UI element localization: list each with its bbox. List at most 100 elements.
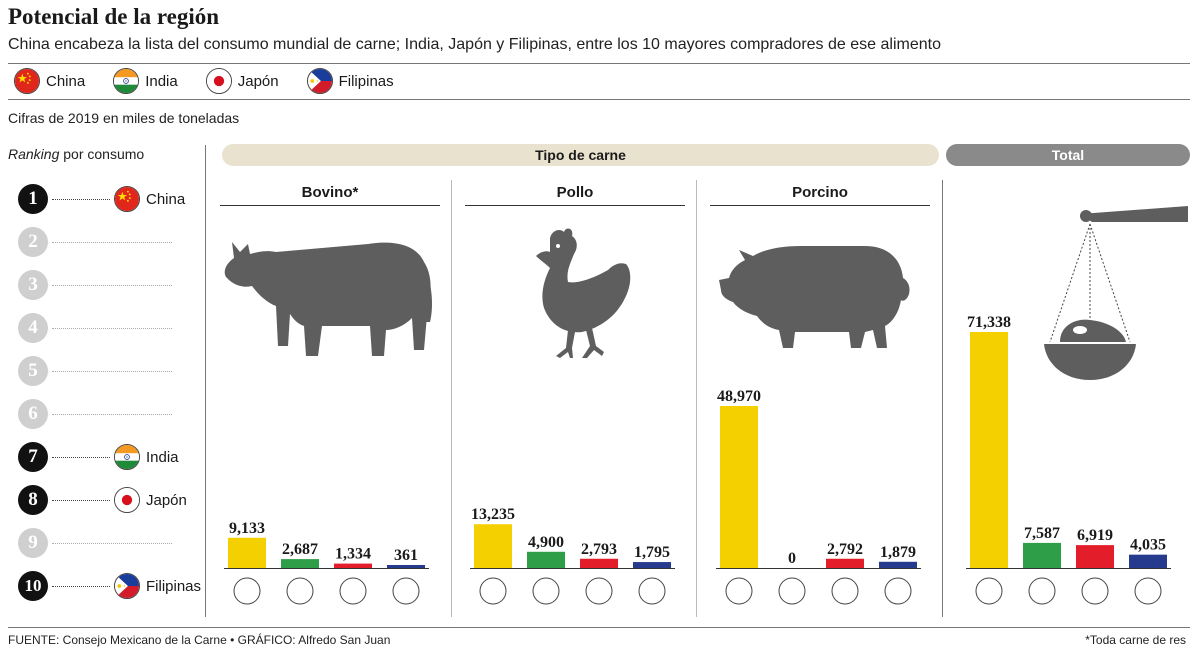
rank-leader [52,542,172,544]
philippines-flag-icon [638,577,666,605]
rank-number: 8 [18,485,48,515]
china-flag-icon [233,577,261,605]
bar-total-india [1023,542,1061,568]
rank-country: Filipinas [146,577,202,595]
rank-number: 10 [18,571,48,601]
china-flag-icon [975,577,1003,605]
rank-row-8: 8 Japón [18,485,187,515]
india-flag-icon [1028,577,1056,605]
data-label: 2,792 [827,541,863,558]
data-label: 4,035 [1130,537,1166,554]
rank-number: 2 [18,227,48,257]
bar-bovino-filipinas [387,565,425,568]
india-flag-icon [114,444,140,470]
bar-pollo-filipinas [633,562,671,568]
bar-bovino-china [228,537,266,568]
india-flag-icon [113,68,140,94]
philippines-flag-icon [1134,577,1162,605]
rank-number: 4 [18,313,48,343]
data-label: 4,900 [528,534,564,551]
section-total: Total [946,144,1190,166]
data-label: 48,970 [717,388,761,405]
data-label: 71,338 [967,314,1011,331]
panel-underline [220,205,440,206]
china-flag-icon [114,186,140,212]
rank-country: India [146,448,179,466]
philippines-flag-icon [392,577,420,605]
legend-label: China [46,72,86,90]
rank-row-7: 7 India [18,442,179,472]
rank-number: 5 [18,356,48,386]
rank-leader [52,327,172,329]
japan-flag-icon [831,577,859,605]
separator [451,180,452,617]
rank-row-3: 3 [18,270,176,300]
india-flag-icon [286,577,314,605]
bar-bovino-japón [334,563,372,568]
divider [8,99,1190,100]
section-tipo-de-carne: Tipo de carne [222,144,939,166]
rank-country: China [146,190,186,208]
pig-icon [719,246,910,348]
panel-title-porcino: Porcino [792,184,848,201]
rank-leader [52,370,172,372]
bar-total-china [970,332,1008,568]
india-flag-icon [778,577,806,605]
rank-leader [52,284,172,286]
ranking-title: Ranking por consumo [8,146,144,162]
data-label: 6,919 [1077,527,1113,544]
data-label: 1,795 [634,544,670,561]
china-flag-icon [725,577,753,605]
rank-number: 3 [18,270,48,300]
data-label: 7,587 [1024,525,1060,542]
page-title: Potencial de la región [8,4,220,29]
india-flag-icon [532,577,560,605]
rank-country: Japón [146,491,187,509]
data-label: 1,334 [335,546,371,563]
source-credit: FUENTE: Consejo Mexicano de la Carne • G… [8,633,391,647]
rank-number: 7 [18,442,48,472]
china-flag-icon [479,577,507,605]
rank-number: 6 [18,399,48,429]
legend-label: Filipinas [338,72,394,90]
data-label: 9,133 [229,520,265,537]
japan-flag-icon [1081,577,1109,605]
rank-leader [52,585,110,587]
japan-flag-icon [585,577,613,605]
data-label: 2,687 [282,541,318,558]
bar-pollo-japón [580,558,618,568]
legend: China India Japón Filipinas [8,68,416,94]
japan-flag-icon [114,487,140,513]
bar-pollo-india [527,551,565,568]
rank-row-9: 9 [18,528,176,558]
legend-item-filipinas: Filipinas [301,68,394,94]
chicken-icon [536,228,631,358]
rank-number: 9 [18,528,48,558]
scale-icon [1044,206,1188,380]
data-label: 2,793 [581,541,617,558]
panel-title-pollo: Pollo [556,184,594,201]
rank-leader [52,499,110,501]
ranking-title-em: Ranking [8,146,60,162]
separator [205,145,206,617]
bar-porcino-china [720,405,758,568]
japan-flag-icon [205,68,232,94]
philippines-flag-icon [114,573,140,599]
rank-number: 1 [18,184,48,214]
bar-total-japón [1076,545,1114,568]
ranking-title-rest: por consumo [59,146,145,162]
divider [8,63,1190,64]
bar-bovino-india [281,559,319,568]
legend-item-china: China [8,68,85,94]
bar-pollo-china [474,524,512,568]
panel-title-bovino: Bovino* [301,184,359,201]
panel-underline [465,205,685,206]
rank-leader [52,241,172,243]
legend-item-japon: Japón [200,68,279,94]
rank-leader [52,198,110,200]
divider [8,627,1190,628]
legend-item-india: India [107,68,178,94]
data-label: 13,235 [471,506,515,523]
japan-flag-icon [339,577,367,605]
